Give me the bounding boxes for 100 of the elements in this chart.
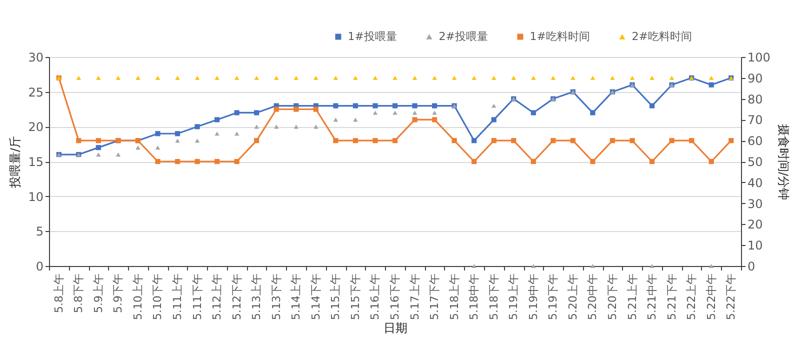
x-tick-label: 5.21上午 xyxy=(626,274,639,320)
x-tick-label: 5.10上午 xyxy=(131,274,144,320)
y2-tick-label: 40 xyxy=(748,176,763,190)
x-tick-label: 5.22上午 xyxy=(685,274,698,320)
point xyxy=(492,76,496,80)
x-tick-label: 5.19下午 xyxy=(546,274,560,320)
point xyxy=(174,131,180,136)
point xyxy=(234,132,240,136)
point xyxy=(96,145,101,150)
point xyxy=(392,103,398,108)
y2-tick-label: 90 xyxy=(748,71,763,86)
point xyxy=(314,76,318,80)
point xyxy=(155,158,160,164)
x-tick-label: 5.17上午 xyxy=(408,274,422,320)
point xyxy=(372,138,378,144)
point xyxy=(492,104,496,108)
point xyxy=(610,76,615,80)
point xyxy=(452,138,457,144)
x-tick-label: 5.16下午 xyxy=(388,274,402,320)
y2-tick-label: 20 xyxy=(748,218,763,232)
point xyxy=(708,82,714,88)
point xyxy=(610,138,616,144)
x-tick-label: 5.12上午 xyxy=(210,274,224,320)
point xyxy=(214,76,220,80)
point xyxy=(412,76,418,80)
x-tick-label: 5.18中午 xyxy=(468,274,481,320)
point xyxy=(590,158,596,164)
point xyxy=(649,158,655,164)
point xyxy=(214,132,220,136)
x-tick-label: 5.18下午 xyxy=(487,274,500,320)
point xyxy=(472,76,476,80)
y-tick-label: 0 xyxy=(36,260,44,274)
x-tick-label: 5.15下午 xyxy=(348,274,362,320)
point xyxy=(590,76,596,80)
point xyxy=(412,110,418,115)
x-tick-label: 5.19中午 xyxy=(526,274,540,320)
x-tick-label: 5.10下午 xyxy=(151,274,164,320)
x-tick-label: 5.20下午 xyxy=(606,274,619,320)
x-tick-label: 5.9下午 xyxy=(112,274,125,313)
point xyxy=(274,76,279,80)
legend-label: 1#吃料时间 xyxy=(530,30,590,43)
point xyxy=(590,264,596,268)
point xyxy=(372,103,378,108)
point xyxy=(432,76,437,80)
x-tick-label: 5.19上午 xyxy=(507,274,520,320)
x-axis-title: 日期 xyxy=(384,320,408,335)
point xyxy=(333,76,338,80)
point xyxy=(630,138,635,144)
point xyxy=(333,103,338,108)
x-tick-label: 5.11下午 xyxy=(190,274,204,320)
point xyxy=(630,76,635,80)
point xyxy=(412,117,418,122)
point xyxy=(432,117,438,122)
point xyxy=(174,158,180,164)
point xyxy=(372,110,378,115)
point xyxy=(570,76,576,80)
point xyxy=(531,264,536,268)
point xyxy=(669,138,674,144)
point xyxy=(550,138,556,144)
y-tick-label: 25 xyxy=(28,85,44,100)
legend-label: 2#投喂量 xyxy=(438,30,488,43)
point xyxy=(550,76,556,80)
y-tick-label: 20 xyxy=(28,120,44,134)
point xyxy=(352,103,358,108)
x-tick-label: 5.13下午 xyxy=(270,274,283,320)
point xyxy=(194,138,200,143)
point xyxy=(570,138,576,144)
y-axis-title: 投喂量/斤 xyxy=(8,136,22,190)
y2-tick-label: 10 xyxy=(748,238,763,253)
y2-tick-label: 100 xyxy=(748,50,770,64)
y2-tick-label: 30 xyxy=(748,196,763,211)
point xyxy=(530,110,536,116)
y2-tick-label: 70 xyxy=(748,113,763,128)
point xyxy=(472,264,476,268)
point xyxy=(234,76,240,80)
point xyxy=(194,158,200,164)
point xyxy=(452,76,457,80)
point xyxy=(590,110,596,116)
point xyxy=(96,76,101,80)
point xyxy=(155,76,160,80)
x-tick-label: 5.18上午 xyxy=(448,274,461,320)
point xyxy=(412,103,418,108)
point xyxy=(352,138,358,144)
point xyxy=(491,138,496,144)
point xyxy=(116,152,121,157)
point xyxy=(353,76,358,80)
x-tick-label: 5.8上午 xyxy=(52,274,66,313)
x-tick-label: 5.15上午 xyxy=(329,274,342,320)
point xyxy=(708,158,714,164)
point xyxy=(136,146,140,150)
point xyxy=(294,106,299,112)
y2-tick-label: 0 xyxy=(748,260,756,274)
point xyxy=(472,138,477,144)
x-tick-label: 5.9上午 xyxy=(92,274,105,313)
point xyxy=(392,76,398,80)
x-tick-label: 5.22中午 xyxy=(704,274,718,320)
point xyxy=(669,76,674,80)
x-tick-label: 5.22下午 xyxy=(724,274,738,320)
point xyxy=(155,131,160,136)
y-tick-label: 10 xyxy=(28,190,44,204)
